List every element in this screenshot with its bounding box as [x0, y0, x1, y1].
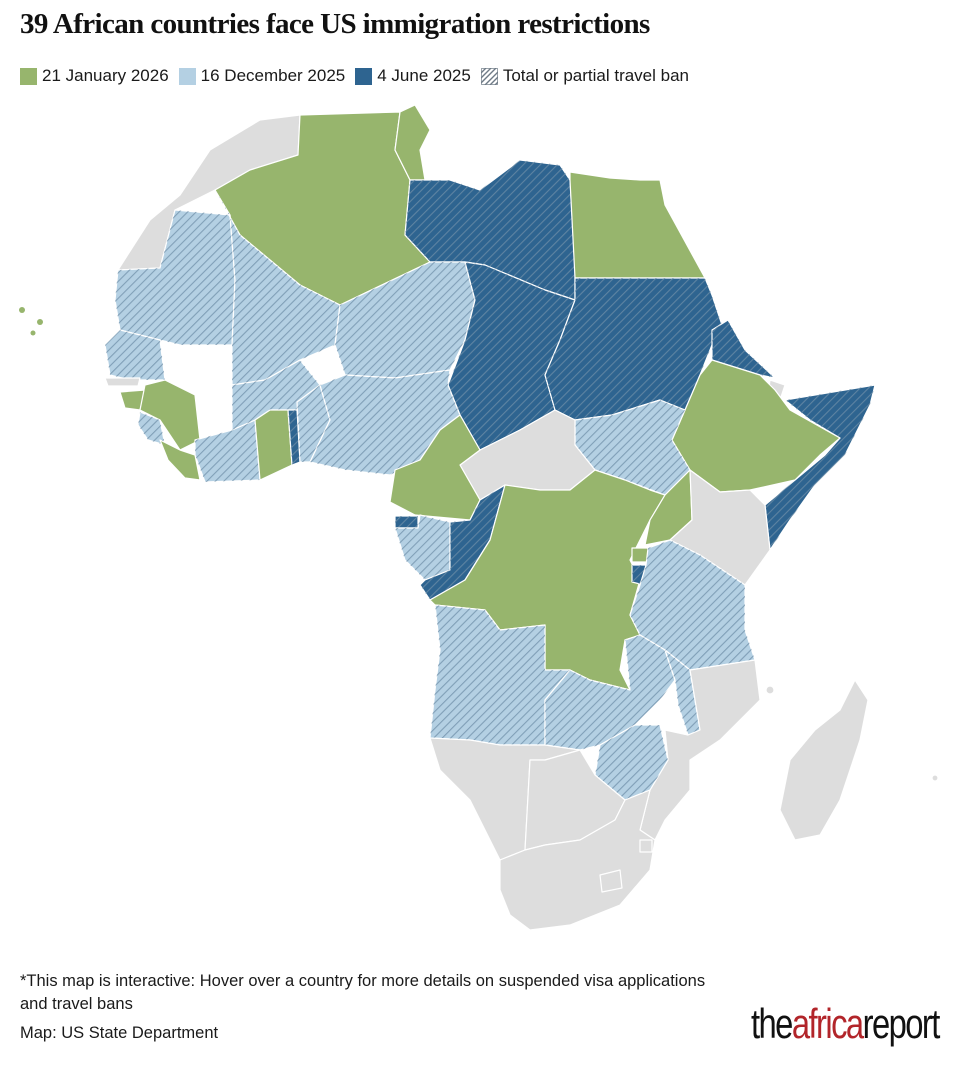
country-comoros[interactable]	[765, 685, 775, 695]
country-eswatini[interactable]	[639, 839, 653, 853]
the-africa-report-logo[interactable]: theafricareport	[751, 1000, 941, 1048]
map-source: Map: US State Department	[20, 1024, 219, 1042]
country-cote-divoire[interactable]	[194, 419, 261, 483]
logo-report: report	[862, 1000, 941, 1047]
legend-swatch-hatch	[480, 67, 498, 85]
legend-swatch-dark-blue	[355, 67, 373, 85]
africa-map	[19, 104, 939, 931]
legend-item-jun-2025: 4 June 2025	[355, 66, 471, 86]
legend-item-jan-2026: 21 January 2026	[20, 66, 169, 86]
country-guinea[interactable]	[139, 379, 201, 451]
country-egypt[interactable]	[569, 171, 706, 279]
country-ghana[interactable]	[254, 409, 293, 481]
legend-item-travel-ban: Total or partial travel ban	[480, 66, 689, 86]
legend-label: 4 June 2025	[377, 66, 471, 85]
country-mauritania[interactable]	[114, 209, 236, 346]
country-cape-verde[interactable]	[19, 307, 43, 336]
legend-label: 16 December 2025	[200, 66, 346, 85]
country-mauritius[interactable]	[931, 774, 939, 782]
legend-swatch-light-blue	[178, 67, 196, 85]
country-equatorial-guinea[interactable]	[394, 515, 419, 529]
country-lesotho[interactable]	[599, 869, 623, 893]
logo-africa: africa	[792, 1000, 864, 1047]
interactive-note: *This map is interactive: Hover over a c…	[20, 972, 706, 1013]
legend: 21 January 2026 16 December 2025 4 June …	[20, 66, 699, 86]
map-title: 39 African countries face US immigration…	[20, 8, 650, 40]
legend-label: Total or partial travel ban	[502, 66, 689, 85]
country-rwanda[interactable]	[631, 547, 649, 563]
logo-the: the	[751, 1000, 793, 1047]
legend-item-dec-2025: 16 December 2025	[178, 66, 346, 86]
legend-label: 21 January 2026	[42, 66, 169, 85]
legend-swatch-green	[20, 67, 37, 85]
country-madagascar[interactable]	[779, 679, 869, 841]
country-gambia[interactable]	[104, 377, 141, 387]
country-south-africa[interactable]	[499, 789, 656, 931]
